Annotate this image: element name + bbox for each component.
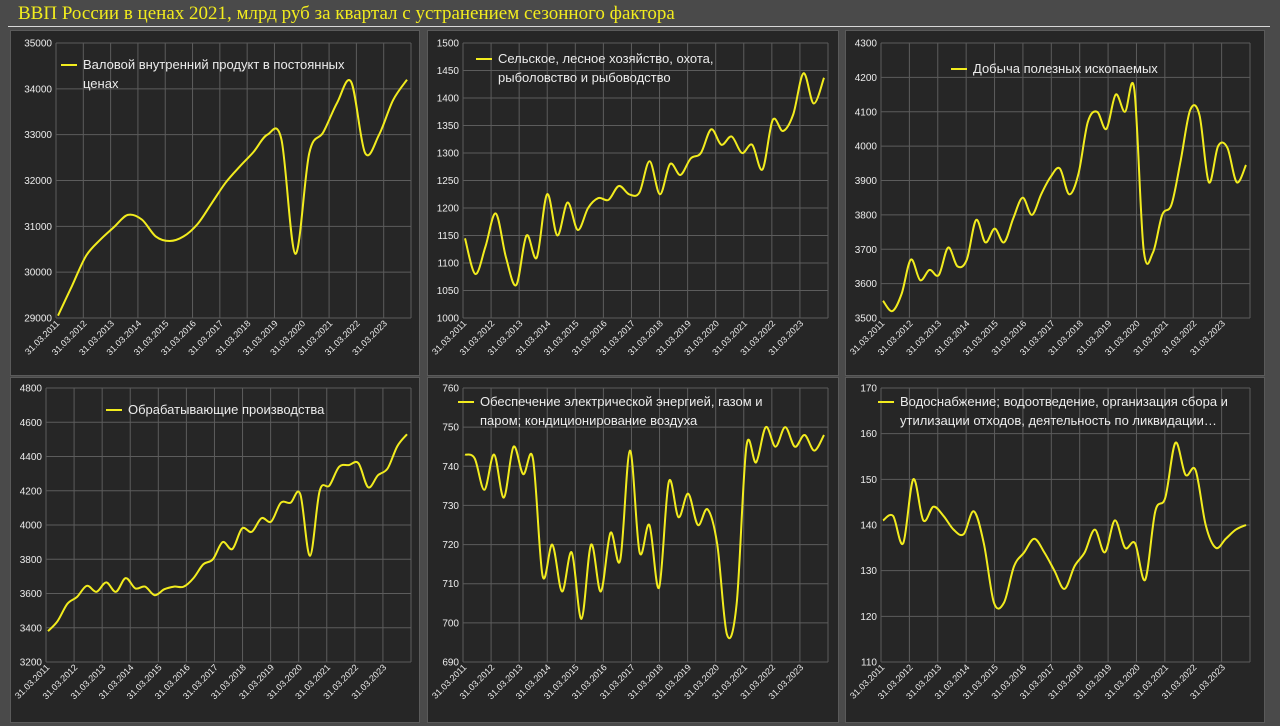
series-line bbox=[882, 81, 1247, 313]
series-line bbox=[47, 433, 408, 632]
y-tick-label: 4200 bbox=[20, 486, 43, 497]
y-tick-label: 4000 bbox=[855, 142, 878, 153]
y-tick-label: 32000 bbox=[24, 176, 52, 187]
y-tick-label: 3800 bbox=[855, 210, 878, 221]
chart-svg: 32003400360038004000420044004600480031.0… bbox=[13, 384, 412, 701]
y-tick-label: 120 bbox=[860, 612, 877, 623]
y-tick-label: 4100 bbox=[855, 107, 878, 118]
y-tick-label: 740 bbox=[442, 462, 459, 473]
y-tick-label: 1200 bbox=[437, 204, 460, 215]
y-tick-label: 4400 bbox=[20, 452, 43, 463]
y-tick-label: 3900 bbox=[855, 176, 878, 187]
y-tick-label: 1250 bbox=[437, 176, 460, 187]
y-tick-label: 110 bbox=[861, 658, 877, 669]
chart-legend: Добыча полезных ископаемых bbox=[951, 59, 1211, 78]
legend-swatch bbox=[106, 409, 122, 411]
y-tick-label: 4000 bbox=[20, 521, 43, 532]
y-tick-label: 710 bbox=[442, 579, 459, 590]
y-tick-label: 3700 bbox=[855, 245, 878, 256]
y-tick-label: 1350 bbox=[437, 121, 460, 132]
y-tick-label: 3400 bbox=[20, 623, 43, 634]
chart-panel-electricity: 690 700 710 720 730 740 750 760 31.03.2011 31.03.… bbox=[427, 377, 839, 723]
y-tick-label: 140 bbox=[860, 521, 877, 532]
chart-svg: 35003600370038003900400041004200430031.0… bbox=[848, 39, 1251, 357]
series-line bbox=[57, 79, 408, 317]
chart-panel-manufacturing: 3200 3400 3600 3800 4000 4200 4400 4600 4800 31.0… bbox=[10, 377, 420, 723]
chart-svg: 11012013014015016017031.03.201131.03.201… bbox=[848, 384, 1251, 701]
y-tick-label: 720 bbox=[442, 540, 459, 551]
y-tick-label: 31000 bbox=[24, 222, 52, 233]
y-tick-label: 4600 bbox=[20, 418, 43, 429]
y-tick-label: 3600 bbox=[855, 279, 878, 290]
y-tick-label: 1400 bbox=[437, 94, 460, 105]
y-tick-label: 4300 bbox=[855, 39, 878, 50]
y-tick-label: 34000 bbox=[24, 84, 52, 95]
chart-svg: 2900030000310003200033000340003500031.03… bbox=[23, 39, 412, 357]
series-line bbox=[882, 441, 1247, 610]
y-tick-label: 3200 bbox=[20, 658, 43, 669]
y-tick-label: 1300 bbox=[437, 149, 460, 160]
y-tick-label: 760 bbox=[442, 384, 459, 395]
chart-legend: Валовой внутренний продукт в постоянных … bbox=[61, 55, 381, 93]
chart-svg: 1000 1050 1100 1150 1200 1250 1300 1350 1400 1450… bbox=[430, 39, 829, 357]
y-tick-label: 1450 bbox=[437, 66, 460, 77]
chart-legend: Обеспечение электрической энергией, газо… bbox=[458, 392, 798, 430]
y-tick-label: 3500 bbox=[855, 314, 878, 325]
y-tick-label: 30000 bbox=[24, 268, 52, 279]
y-tick-label: 130 bbox=[860, 566, 877, 577]
y-tick-label: 730 bbox=[442, 501, 459, 512]
legend-label: Обрабатывающие производства bbox=[128, 402, 325, 417]
legend-label: Сельское, лесное хозяйство, охота, рыбол… bbox=[498, 51, 714, 85]
chart-panel-mining: 3500 3600 3700 3800 3900 4000 4100 4200 4300 31.0… bbox=[845, 30, 1265, 376]
chart-svg: 69070071072073074075076031.03.201131.03.… bbox=[430, 384, 829, 701]
legend-swatch bbox=[878, 401, 894, 403]
y-tick-label: 3600 bbox=[20, 589, 43, 600]
y-tick-label: 150 bbox=[860, 475, 877, 486]
legend-label: Водоснабжение; водоотведение, организаци… bbox=[900, 394, 1228, 428]
legend-label: Добыча полезных ископаемых bbox=[973, 61, 1158, 76]
y-tick-label: 3800 bbox=[20, 555, 43, 566]
y-tick-label: 700 bbox=[442, 618, 459, 629]
y-tick-label: 690 bbox=[442, 658, 459, 669]
legend-swatch bbox=[476, 58, 492, 60]
legend-swatch bbox=[458, 401, 474, 403]
y-tick-label: 4200 bbox=[855, 73, 878, 84]
series-line bbox=[464, 72, 825, 287]
chart-panel-agriculture: 1000 1050 1100 1150 1200 1250 1300 1350 1400 1450… bbox=[427, 30, 839, 376]
y-tick-label: 29000 bbox=[24, 314, 52, 325]
y-tick-label: 33000 bbox=[24, 130, 52, 141]
page-title: ВВП России в ценах 2021, млрд руб за ква… bbox=[18, 3, 675, 24]
series-line bbox=[464, 426, 825, 640]
y-tick-label: 1500 bbox=[437, 39, 460, 50]
y-tick-label: 1050 bbox=[437, 286, 460, 297]
y-tick-label: 160 bbox=[860, 429, 877, 440]
legend-label: Обеспечение электрической энергией, газо… bbox=[480, 394, 763, 428]
chart-panel-water: 110 120 130 140 150 160 170 31.03.2011 31.03.201… bbox=[845, 377, 1265, 723]
chart-legend: Обрабатывающие производства bbox=[106, 400, 386, 419]
y-tick-label: 1150 bbox=[437, 231, 459, 242]
chart-legend: Водоснабжение; водоотведение, организаци… bbox=[878, 392, 1234, 430]
y-tick-label: 170 bbox=[860, 384, 877, 395]
legend-swatch bbox=[951, 68, 967, 70]
y-tick-label: 1100 bbox=[437, 259, 459, 270]
legend-label: Валовой внутренний продукт в постоянных … bbox=[83, 57, 345, 91]
chart-panel-gdp: 29000 30000 31000 32000 33000 34000 35000 31.03… bbox=[10, 30, 420, 376]
chart-legend: Сельское, лесное хозяйство, охота, рыбол… bbox=[476, 49, 796, 87]
y-tick-label: 35000 bbox=[24, 39, 52, 50]
y-tick-label: 750 bbox=[442, 423, 459, 434]
y-tick-label: 1000 bbox=[437, 314, 460, 325]
y-tick-label: 4800 bbox=[20, 384, 43, 395]
title-divider bbox=[8, 26, 1270, 27]
legend-swatch bbox=[61, 64, 77, 66]
